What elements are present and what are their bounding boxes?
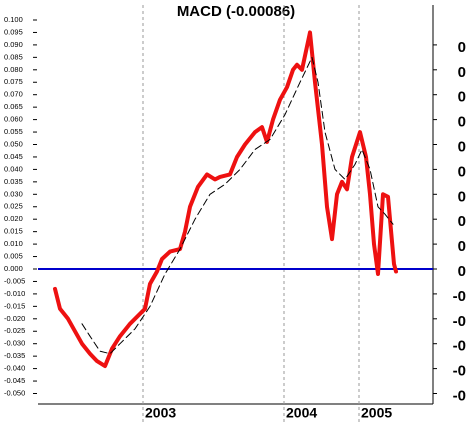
y2-tick-label: 0 (458, 188, 466, 205)
y-tick-label: 0.010 (4, 239, 23, 248)
y-tick-label: 0.035 (4, 177, 23, 186)
y2-tick-label: 0 (458, 238, 466, 255)
y-tick-label: 0.070 (4, 90, 23, 99)
y2-tick-label: 0 (458, 114, 466, 131)
y-tick-label: 0.020 (4, 214, 23, 223)
y2-tick-label: -0 (453, 387, 466, 404)
x-tick-label: 2003 (145, 405, 176, 421)
y-tick-label: 0.100 (4, 15, 23, 24)
y-tick-label: 0.055 (4, 127, 23, 136)
y2-tick-label: 0 (458, 64, 466, 81)
x-tick-label: 2005 (361, 405, 392, 421)
y-tick-label: 0.030 (4, 189, 23, 198)
y2-tick-label: 0 (458, 263, 466, 280)
y-tick-label: 0.095 (4, 27, 23, 36)
y-tick-label: 0.005 (4, 252, 23, 261)
y-tick-label: -0.030 (4, 339, 25, 348)
y2-tick-label: 0 (458, 138, 466, 155)
y-tick-label: -0.035 (4, 351, 25, 360)
y-tick-label: -0.025 (4, 326, 25, 335)
y-tick-label: -0.010 (4, 289, 25, 298)
y-tick-label: -0.015 (4, 301, 25, 310)
y2-tick-label: -0 (453, 313, 466, 330)
y-tick-label: 0.045 (4, 152, 23, 161)
y2-tick-label: 0 (458, 39, 466, 56)
series-line (81, 56, 394, 355)
y-tick-label: 0.050 (4, 139, 23, 148)
y2-tick-label: 0 (458, 89, 466, 106)
y2-tick-label: -0 (453, 338, 466, 355)
y-tick-label: -0.050 (4, 388, 25, 397)
y-tick-label: 0.040 (4, 164, 23, 173)
y-tick-label: 0.090 (4, 40, 23, 49)
series-line (53, 30, 398, 369)
y2-tick-label: -0 (453, 288, 466, 305)
y-tick-label: 0.025 (4, 202, 23, 211)
y-tick-label: 0.065 (4, 102, 23, 111)
y-tick-label: 0.085 (4, 52, 23, 61)
y-tick-label: 0.060 (4, 115, 23, 124)
y-tick-label: -0.040 (4, 364, 25, 373)
y-tick-label: -0.005 (4, 276, 25, 285)
y-tick-label: 0.015 (4, 227, 23, 236)
x-tick-label: 2004 (286, 405, 317, 421)
y-tick-label: -0.020 (4, 314, 25, 323)
y2-tick-label: -0 (453, 363, 466, 380)
y-tick-label: -0.045 (4, 376, 25, 385)
y2-tick-label: 0 (458, 213, 466, 230)
y2-tick-label: 0 (458, 163, 466, 180)
y-tick-label: 0.075 (4, 77, 23, 86)
chart-title: MACD (-0.00086) (177, 3, 295, 20)
y-tick-label: 0.000 (4, 264, 23, 273)
y-tick-label: 0.080 (4, 65, 23, 74)
